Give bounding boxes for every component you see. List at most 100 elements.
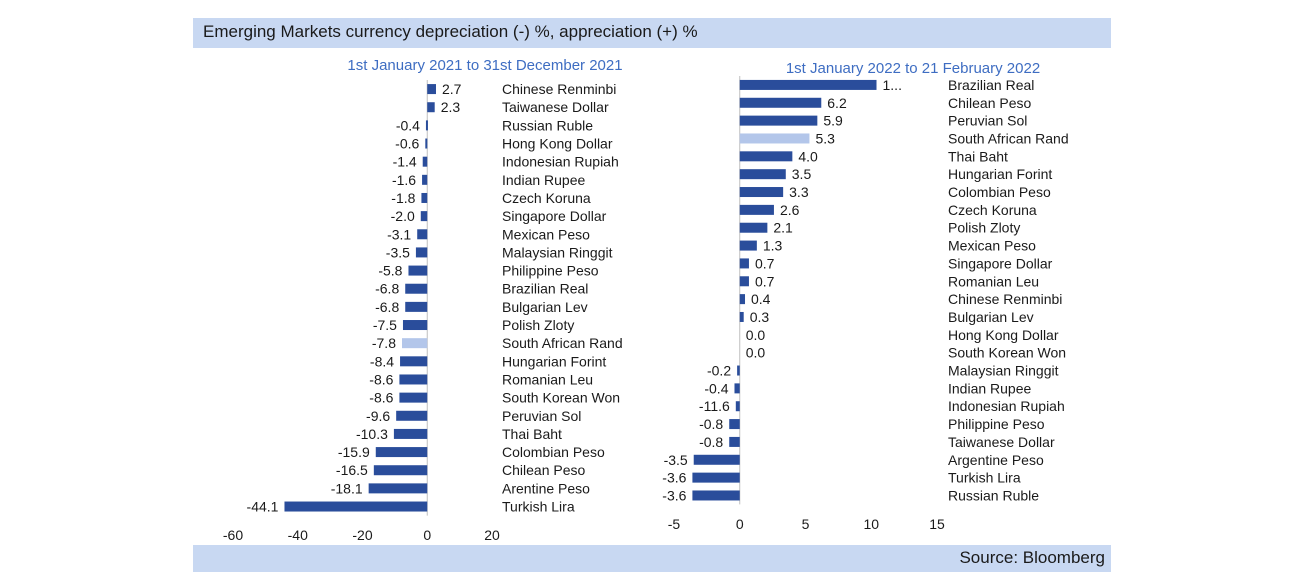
chart2-data-label: 3.3 <box>789 184 809 200</box>
chart2-bar <box>739 169 786 180</box>
chart2-bar <box>739 115 818 126</box>
chart1-category-label: Indian Rupee <box>502 172 586 188</box>
source-note: Source: Bloomberg <box>959 548 1105 567</box>
chart2-bar <box>739 204 774 215</box>
chart2-category-label: Colombian Peso <box>948 184 1051 200</box>
chart1-bar <box>425 120 428 131</box>
chart2-category-label: Singapore Dollar <box>948 255 1053 271</box>
chart1-bar <box>396 410 428 421</box>
chart2-category-label: Philippine Peso <box>948 416 1045 432</box>
chart2-data-label: 0.4 <box>751 291 771 307</box>
chart1-x-tick-label: -20 <box>352 527 372 543</box>
chart2-data-label: 2.1 <box>773 220 793 236</box>
chart1-bar <box>420 211 428 222</box>
chart2-bar <box>693 454 740 465</box>
chart1-category-label: South Korean Won <box>502 390 620 406</box>
chart2-bar <box>729 419 740 430</box>
chart1-category-label: Arentine Peso <box>502 480 590 496</box>
chart1-bar <box>427 102 435 113</box>
chart1-category-label: Brazilian Real <box>502 281 588 297</box>
chart1-data-label: -1.8 <box>391 190 415 206</box>
chart1-bar <box>421 192 428 203</box>
chart2-category-label: Argentine Peso <box>948 452 1044 468</box>
chart1-data-label: -3.1 <box>387 226 411 242</box>
chart1-bar <box>408 265 428 276</box>
chart1-data-label: -1.4 <box>393 154 417 170</box>
source-bar: Source: Bloomberg <box>193 545 1111 572</box>
chart1-bar <box>368 483 428 494</box>
chart1-category-label: Chinese Renminbi <box>502 81 616 97</box>
chart2-data-label: 0.0 <box>746 345 766 361</box>
chart1-bar <box>427 84 436 95</box>
chart1-data-label: -15.9 <box>338 444 370 460</box>
chart1-data-label: -8.6 <box>369 371 393 387</box>
chart1-category-label: Russian Ruble <box>502 117 593 133</box>
chart2-category-label: Thai Baht <box>948 148 1008 164</box>
chart1-bar <box>402 320 428 331</box>
chart2-bar <box>735 401 740 412</box>
chart1-x-tick-label: -60 <box>223 527 243 543</box>
chart2-data-label: 0.0 <box>746 327 766 343</box>
chart1-bar <box>284 501 428 512</box>
chart1-bar <box>400 356 428 367</box>
chart1-data-label: -7.5 <box>373 317 397 333</box>
chart2-category-label: Chinese Renminbi <box>948 291 1062 307</box>
chart1-bar <box>373 465 428 476</box>
chart2-bar <box>734 383 740 394</box>
chart2-category-label: Czech Koruna <box>948 202 1037 218</box>
chart2-x-tick-label: -5 <box>668 516 681 532</box>
chart1-bar <box>401 338 428 349</box>
chart2-bar <box>739 240 757 251</box>
chart2-bar <box>739 311 744 322</box>
chart2-data-label: 0.7 <box>755 255 775 271</box>
chart-title: Emerging Markets currency depreciation (… <box>203 22 698 41</box>
chart1-x-tick-label: 0 <box>423 527 431 543</box>
chart2-data-label: 1... <box>883 77 902 93</box>
chart1-data-label: -44.1 <box>247 499 279 515</box>
chart2-bar <box>739 276 749 287</box>
chart2-x-tick-label: 5 <box>802 516 810 532</box>
chart2-category-label: Bulgarian Lev <box>948 309 1034 325</box>
chart2-category-label: Brazilian Real <box>948 77 1034 93</box>
chart1-category-label: South African Rand <box>502 335 623 351</box>
chart1-category-label: Chilean Peso <box>502 462 585 478</box>
chart2-category-label: South African Rand <box>948 130 1069 146</box>
chart2-bar <box>692 472 740 483</box>
chart1-bar <box>417 229 428 240</box>
chart2-x-tick-label: 15 <box>929 516 945 532</box>
chart2-bar <box>739 294 746 305</box>
chart1-data-label: -9.6 <box>366 408 390 424</box>
chart2-category-label: Indian Rupee <box>948 380 1032 396</box>
chart1-bar <box>393 428 428 439</box>
chart2-category-label: Turkish Lira <box>948 470 1021 486</box>
chart1-data-label: -8.4 <box>370 353 394 369</box>
chart1-data-label: -5.8 <box>378 263 402 279</box>
chart1-bar <box>399 392 428 403</box>
chart2-category-label: Russian Ruble <box>948 487 1039 503</box>
chart1-category-label: Colombian Peso <box>502 444 605 460</box>
chart2-category-label: Hungarian Forint <box>948 166 1052 182</box>
chart2-x-tick-label: 10 <box>863 516 879 532</box>
chart2-data-label: -0.8 <box>699 434 723 450</box>
chart2-category-label: Polish Zloty <box>948 220 1020 236</box>
chart2-data-label: 0.3 <box>750 309 770 325</box>
chart1-x-tick-label: -40 <box>288 527 308 543</box>
chart2-data-label: 3.5 <box>792 166 812 182</box>
chart1-bar <box>422 174 428 185</box>
chart1-category-label: Hungarian Forint <box>502 353 606 369</box>
chart2-category-label: Romanian Leu <box>948 273 1039 289</box>
chart1-bar <box>375 447 428 458</box>
chart2-bar <box>692 490 740 501</box>
title-bar: Emerging Markets currency depreciation (… <box>193 18 1111 48</box>
chart2-category-label: Taiwanese Dollar <box>948 434 1055 450</box>
chart2-data-label: -3.6 <box>662 470 686 486</box>
chart1-data-label: -2.0 <box>391 208 415 224</box>
chart2-bar <box>729 436 740 447</box>
chart1-category-label: Romanian Leu <box>502 371 593 387</box>
chart2-data-label: 5.3 <box>815 130 835 146</box>
chart1-data-label: -8.6 <box>369 390 393 406</box>
chart2-bar <box>739 187 784 198</box>
chart2-data-label: 4.0 <box>798 148 818 164</box>
chart1-category-label: Philippine Peso <box>502 263 599 279</box>
chart1-bar <box>415 247 428 258</box>
